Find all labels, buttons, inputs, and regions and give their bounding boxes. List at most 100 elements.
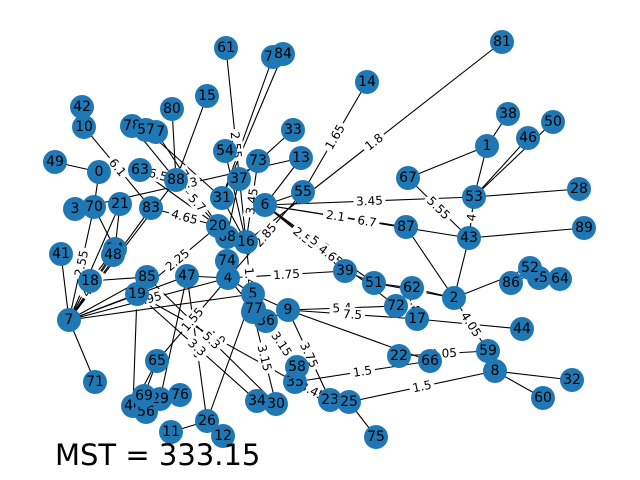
node-circle (78, 269, 102, 293)
node-65: 65 (145, 349, 169, 373)
node-circle (560, 368, 584, 392)
node-label: 47 (178, 268, 196, 284)
edge-weight-label: 4 (464, 213, 479, 222)
node-72: 72 (384, 294, 408, 318)
node-circle (215, 249, 239, 273)
node-circle (475, 134, 499, 158)
edge-weight-label: 4.65 (170, 207, 199, 227)
node-label: 41 (52, 246, 70, 262)
node-label: 13 (292, 150, 310, 166)
node-28: 28 (567, 177, 591, 201)
node-4: 4 (216, 266, 240, 290)
edge-weight-label: 1.75 (273, 267, 301, 283)
edge-7-21 (68, 203, 121, 321)
node-10: 10 (72, 115, 96, 139)
node-73: 73 (246, 149, 270, 173)
node-circle (57, 308, 81, 332)
edge-weight-background (183, 333, 211, 362)
edge-weight-background (183, 189, 211, 217)
node-85: 85 (135, 265, 159, 289)
node-14: 14 (355, 70, 379, 94)
node-circle (164, 168, 188, 192)
node-circle (206, 214, 230, 238)
node-label: 8 (491, 363, 500, 379)
edge-weight-label: 7.5 (342, 307, 362, 322)
node-circle (43, 150, 67, 174)
node-76: 76 (168, 383, 192, 407)
node-label: 77 (245, 301, 263, 317)
node-83: 83 (139, 196, 163, 220)
node-circle (289, 146, 313, 170)
edge-weight-background (197, 326, 226, 355)
node-23: 23 (318, 388, 342, 412)
node-label: 80 (163, 101, 181, 117)
node-label: 42 (73, 99, 91, 115)
node-label: 21 (111, 196, 129, 212)
node-circle (285, 355, 309, 379)
node-32: 32 (560, 368, 584, 392)
node-69: 69 (132, 384, 156, 408)
node-circle (135, 265, 159, 289)
node-48: 48 (101, 243, 125, 267)
node-label: 86 (502, 275, 520, 291)
node-label: 51 (365, 275, 383, 291)
node-circle (384, 294, 408, 318)
node-1: 1 (475, 134, 499, 158)
node-circle (400, 276, 424, 300)
node-circle (387, 344, 411, 368)
node-17: 17 (405, 307, 429, 331)
node-75: 75 (364, 425, 388, 449)
node-60: 60 (531, 386, 555, 410)
node-circle (531, 386, 555, 410)
node-label: 30 (267, 396, 285, 412)
node-circle (518, 256, 542, 280)
edge-weight-background (104, 153, 131, 182)
node-25: 25 (337, 390, 361, 414)
node-label: 54 (216, 143, 234, 159)
node-13: 13 (289, 146, 313, 170)
node-58: 58 (285, 355, 309, 379)
edge-weight-2-59: 4.05 (456, 307, 486, 342)
node-label: 34 (248, 393, 266, 409)
node-3: 3 (63, 197, 87, 221)
node-circle (516, 126, 540, 150)
node-16: 16 (234, 230, 258, 254)
node-label: 16 (237, 234, 255, 250)
node-21: 21 (108, 192, 132, 216)
node-label: 76 (171, 387, 189, 403)
node-circle (276, 298, 300, 322)
node-circle (333, 259, 357, 283)
node-2: 2 (442, 286, 466, 310)
edge-weight-background (167, 206, 202, 228)
edge-87-2 (405, 226, 455, 299)
node-label: 46 (519, 130, 537, 146)
node-86: 86 (499, 271, 523, 295)
node-39: 39 (333, 259, 357, 283)
node-89: 89 (572, 216, 596, 240)
node-circle (499, 271, 523, 295)
node-circle (245, 389, 269, 413)
node-label: 7 (65, 312, 74, 328)
node-label: 26 (198, 413, 216, 429)
edge-weight-background (422, 191, 455, 225)
node-label: 28 (570, 181, 588, 197)
node-84: 84 (271, 42, 295, 66)
node-64: 64 (548, 267, 572, 291)
node-label: 3 (71, 201, 80, 217)
node-circle (87, 160, 111, 184)
edge-weight-83-20: 4.65 (167, 206, 202, 228)
node-label: 15 (198, 88, 216, 104)
node-label: 33 (284, 122, 302, 138)
edge-weight-background (463, 211, 480, 224)
edge-weight-background (408, 377, 436, 396)
edge-8-32 (494, 370, 573, 381)
edge-weight-53-43: 4 (463, 211, 480, 224)
node-label: 20 (209, 218, 227, 234)
edge-weight-background (353, 193, 386, 209)
node-circle (175, 264, 199, 288)
node-label: 4 (224, 270, 233, 286)
node-label: 71 (86, 374, 104, 390)
node-circle (101, 243, 125, 267)
node-circle (442, 286, 466, 310)
node-label: 32 (563, 372, 581, 388)
